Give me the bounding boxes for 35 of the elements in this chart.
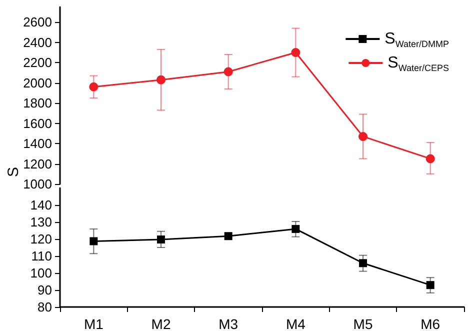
y-tick-label: 1800 <box>23 96 52 111</box>
x-tick-label: M3 <box>218 316 238 331</box>
x-tick-label: M4 <box>286 316 306 331</box>
point <box>224 232 232 240</box>
point <box>426 281 434 290</box>
y-tick-label: 1600 <box>23 116 52 131</box>
y-tick-label: 120 <box>30 232 52 246</box>
y-tick-label: 1400 <box>23 136 52 152</box>
x-tick-label: M1 <box>84 316 104 331</box>
x-tick-label: M2 <box>151 316 171 331</box>
point <box>358 132 368 141</box>
y-tick-label: 1200 <box>23 156 52 172</box>
point <box>359 259 367 268</box>
point <box>291 48 300 58</box>
point <box>90 237 98 246</box>
y-tick-label: 80 <box>38 300 52 314</box>
y-tick-label: 2000 <box>23 75 52 90</box>
point <box>157 236 165 244</box>
y-tick-label: 140 <box>30 198 52 212</box>
point <box>156 75 166 84</box>
y-tick-label: 110 <box>31 248 52 264</box>
y-tick-label: 2600 <box>23 14 52 30</box>
point <box>89 82 98 92</box>
y-axis-title: S <box>5 166 22 178</box>
y-tick-label: 2200 <box>23 55 52 70</box>
y-tick-label: 130 <box>30 214 52 230</box>
point <box>426 154 435 164</box>
y-tick-label: 1000 <box>23 176 52 192</box>
y-tick-label: 2400 <box>23 34 52 50</box>
x-tick-label: M6 <box>420 316 440 331</box>
y-tick-label: 100 <box>30 266 52 280</box>
point <box>224 67 233 76</box>
y-tick-label: 90 <box>38 282 52 298</box>
point <box>292 224 300 233</box>
x-tick-label: M5 <box>353 316 373 331</box>
